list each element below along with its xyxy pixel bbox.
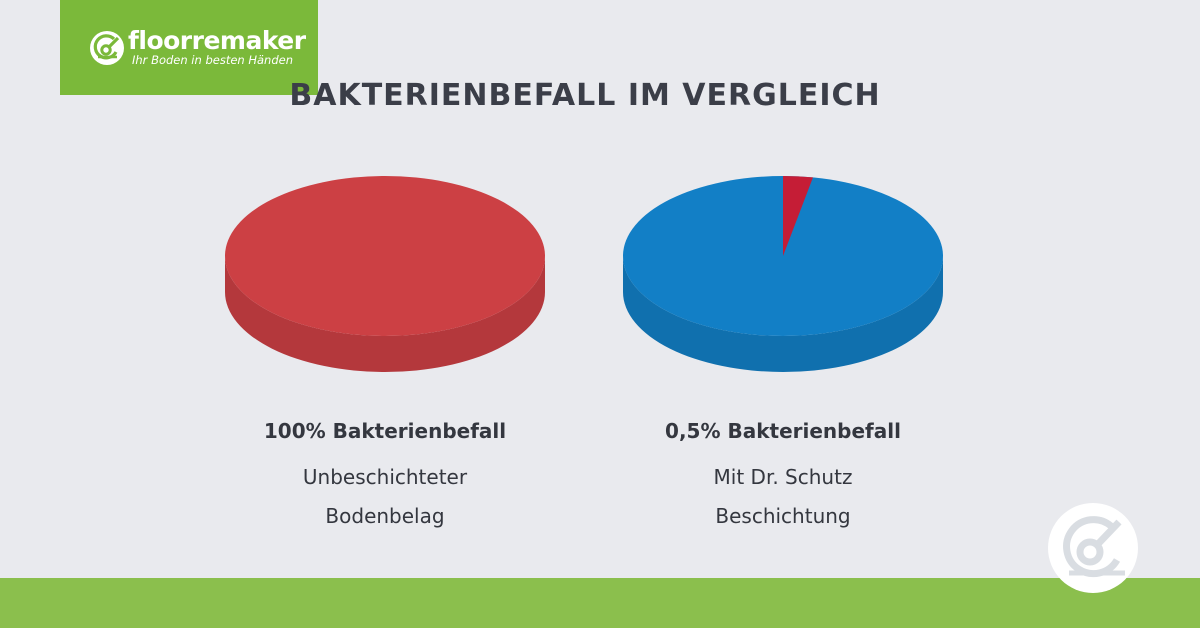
pie-1-side <box>225 256 545 372</box>
brand-tagline: Ihr Boden in besten Händen <box>132 53 293 67</box>
pie-2-heading: 0,5% Bakterienbefall <box>665 419 901 443</box>
pie-2-side <box>623 256 943 372</box>
chart-title: BAKTERIENBEFALL IM VERGLEICH <box>289 78 881 113</box>
brand-name: floorremaker <box>128 26 306 55</box>
pie-2-caption-line-2: Beschichtung <box>715 504 851 528</box>
pie-2-slice-1 <box>783 176 813 256</box>
floorremaker-logo-icon <box>90 31 124 65</box>
pie-2-caption-line-1: Mit Dr. Schutz <box>713 465 853 489</box>
pie-1-caption-line-1: Unbeschichteter <box>302 465 468 489</box>
footer-bar <box>0 578 1200 628</box>
pie-1-slice-1 <box>225 176 545 336</box>
floorremaker-corner-icon <box>1048 503 1138 593</box>
pie-1-caption-line-2: Bodenbelag <box>325 504 445 528</box>
pie-1-heading: 100% Bakterienbefall <box>263 419 507 443</box>
